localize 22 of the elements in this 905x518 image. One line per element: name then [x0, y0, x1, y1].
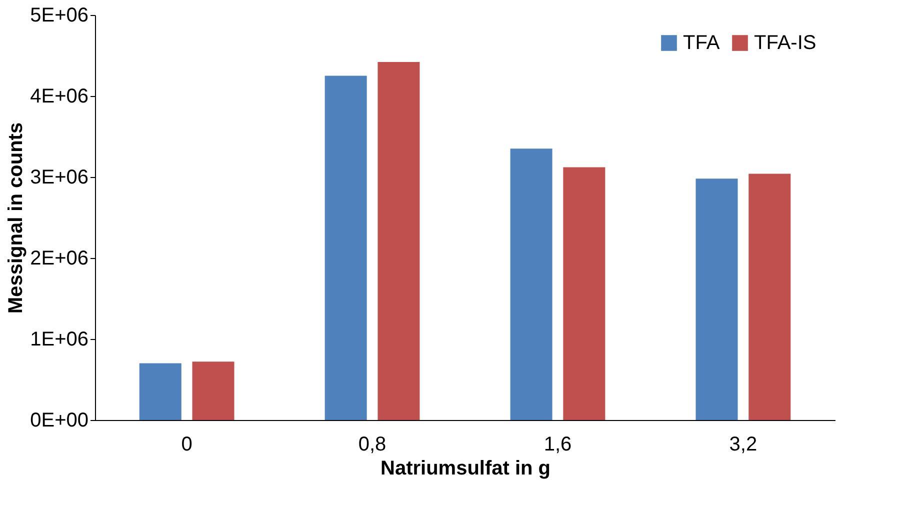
bar: [510, 148, 552, 420]
y-axis-title: Messignal in counts: [5, 122, 28, 314]
y-tick-label: 0E+00: [30, 410, 88, 432]
x-tick-label: 3,2: [729, 434, 758, 456]
y-tick-label: 2E+06: [30, 248, 88, 270]
y-tick-label: 4E+06: [30, 86, 88, 108]
bar: [696, 178, 738, 420]
x-tick-label: 1,6: [544, 434, 572, 456]
bar: [748, 174, 791, 420]
bar: [324, 76, 367, 420]
y-tick-label: 1E+06: [30, 328, 88, 350]
bar: [563, 167, 606, 420]
legend-label: TFA-IS: [754, 32, 816, 54]
y-tick-label: 3E+06: [30, 166, 88, 188]
x-tick-label: 0: [181, 434, 192, 456]
bar: [378, 62, 420, 420]
x-axis-title: Natriumsulfat in g: [380, 458, 551, 480]
y-tick-label: 5E+06: [30, 4, 88, 26]
bar: [192, 362, 234, 420]
legend-label: TFA: [683, 32, 720, 54]
x-tick-label: 0,8: [358, 434, 386, 456]
bar: [139, 363, 182, 420]
